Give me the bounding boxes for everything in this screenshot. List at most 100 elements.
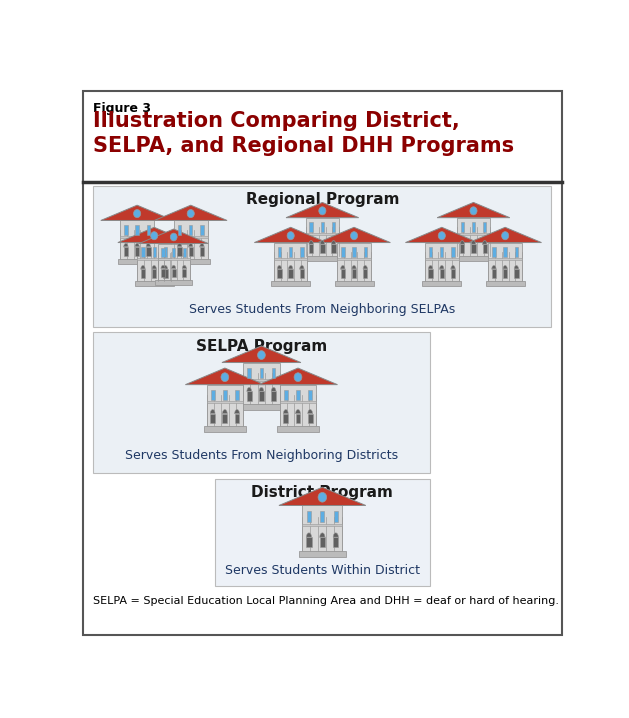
- Bar: [210, 414, 215, 423]
- Bar: [243, 363, 280, 404]
- Bar: [451, 269, 455, 278]
- Bar: [299, 551, 346, 557]
- Polygon shape: [163, 266, 167, 269]
- Bar: [200, 247, 204, 256]
- Bar: [277, 269, 282, 278]
- Bar: [515, 247, 518, 256]
- Bar: [223, 390, 226, 400]
- Polygon shape: [428, 266, 433, 269]
- Bar: [125, 225, 128, 235]
- Bar: [162, 248, 165, 257]
- Polygon shape: [514, 266, 518, 269]
- Bar: [333, 537, 338, 547]
- Bar: [183, 248, 186, 257]
- Polygon shape: [182, 265, 186, 269]
- Text: SELPA, and Regional DHH Programs: SELPA, and Regional DHH Programs: [93, 136, 515, 156]
- Circle shape: [318, 493, 326, 502]
- Bar: [482, 244, 487, 253]
- Bar: [206, 385, 243, 426]
- Bar: [472, 223, 475, 232]
- Bar: [422, 281, 461, 286]
- Bar: [161, 269, 165, 277]
- Bar: [503, 247, 507, 256]
- Circle shape: [133, 210, 141, 218]
- Polygon shape: [363, 266, 367, 269]
- Bar: [320, 244, 325, 253]
- Bar: [306, 218, 339, 256]
- Bar: [309, 223, 313, 232]
- Bar: [158, 258, 190, 260]
- Bar: [124, 247, 128, 256]
- Circle shape: [287, 232, 294, 240]
- Bar: [240, 404, 282, 409]
- Polygon shape: [152, 266, 157, 269]
- Bar: [274, 243, 308, 281]
- Bar: [341, 247, 345, 256]
- Bar: [135, 281, 174, 286]
- Polygon shape: [286, 202, 359, 218]
- Bar: [206, 401, 243, 404]
- Polygon shape: [289, 266, 293, 269]
- Polygon shape: [471, 241, 476, 244]
- Bar: [155, 280, 192, 284]
- Bar: [331, 244, 336, 253]
- Bar: [189, 225, 192, 235]
- Bar: [429, 247, 432, 256]
- Polygon shape: [331, 241, 336, 244]
- Bar: [152, 269, 157, 278]
- Bar: [321, 223, 324, 232]
- Bar: [235, 390, 239, 400]
- Bar: [352, 247, 356, 256]
- Bar: [118, 258, 157, 264]
- Circle shape: [438, 232, 445, 240]
- Polygon shape: [352, 266, 356, 269]
- Polygon shape: [406, 228, 478, 243]
- Circle shape: [221, 373, 229, 381]
- Polygon shape: [469, 228, 542, 243]
- Bar: [200, 225, 204, 235]
- Polygon shape: [210, 409, 215, 414]
- Polygon shape: [440, 266, 444, 269]
- Polygon shape: [482, 241, 487, 244]
- Polygon shape: [235, 409, 240, 414]
- Bar: [171, 258, 210, 264]
- Polygon shape: [451, 266, 455, 269]
- Bar: [341, 269, 345, 278]
- Bar: [503, 269, 508, 278]
- Bar: [303, 523, 342, 526]
- Bar: [174, 220, 208, 258]
- Bar: [271, 391, 276, 401]
- Bar: [289, 269, 293, 278]
- Bar: [178, 225, 181, 235]
- Polygon shape: [306, 533, 311, 537]
- FancyBboxPatch shape: [93, 186, 552, 327]
- Bar: [284, 390, 287, 400]
- Bar: [289, 247, 292, 256]
- Bar: [271, 281, 310, 286]
- Polygon shape: [200, 243, 204, 247]
- Polygon shape: [172, 265, 175, 269]
- Polygon shape: [254, 228, 327, 243]
- Polygon shape: [299, 266, 304, 269]
- Bar: [308, 390, 312, 400]
- Bar: [308, 414, 313, 423]
- Bar: [296, 390, 300, 400]
- Polygon shape: [124, 243, 128, 247]
- Bar: [243, 379, 280, 381]
- Bar: [303, 256, 342, 261]
- Polygon shape: [222, 346, 301, 363]
- Bar: [425, 243, 459, 281]
- Bar: [307, 511, 311, 523]
- Bar: [247, 368, 251, 378]
- Bar: [425, 258, 459, 260]
- Circle shape: [294, 373, 302, 381]
- Polygon shape: [223, 409, 227, 414]
- Polygon shape: [259, 368, 338, 385]
- Polygon shape: [161, 265, 165, 269]
- Bar: [172, 248, 175, 257]
- Polygon shape: [141, 266, 145, 269]
- Bar: [452, 247, 455, 256]
- Bar: [486, 281, 525, 286]
- Polygon shape: [308, 409, 313, 414]
- Circle shape: [187, 210, 194, 218]
